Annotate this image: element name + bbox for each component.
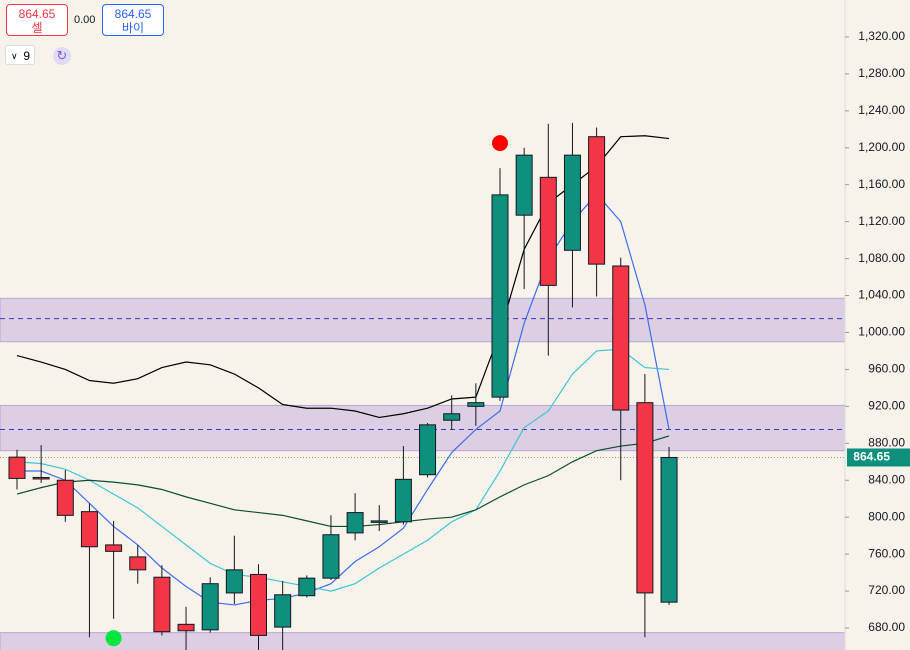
y-tick-label: 1,000.00 <box>858 325 905 339</box>
y-tick-label: 680.00 <box>868 620 905 634</box>
sell-button[interactable]: 864.65 셀 <box>6 4 68 36</box>
candle-body <box>32 476 50 480</box>
candle-body <box>105 544 123 552</box>
y-tick-label: 1,120.00 <box>858 214 905 228</box>
interval-dropdown[interactable]: ∨ 9 <box>5 45 35 65</box>
y-tick-label: 1,240.00 <box>858 103 905 117</box>
candle-body <box>177 623 195 632</box>
candle-body <box>153 576 171 633</box>
candle-body <box>539 176 557 286</box>
candle-body <box>467 402 485 407</box>
y-tick-label: 1,280.00 <box>858 66 905 80</box>
candle-body <box>80 511 98 548</box>
y-tick-label: 1,200.00 <box>858 140 905 154</box>
last-price-label: 864.65 <box>853 450 890 464</box>
buy-price: 864.65 <box>114 7 152 21</box>
sell-price: 864.65 <box>18 7 56 21</box>
candle-body <box>56 479 74 516</box>
y-tick-label: 880.00 <box>868 435 905 449</box>
candle-body <box>491 194 509 398</box>
signal-dot <box>105 630 122 647</box>
sell-label: 셀 <box>31 21 43 35</box>
y-tick-label: 920.00 <box>868 399 905 413</box>
y-tick-label: 800.00 <box>868 509 905 523</box>
y-tick-label: 720.00 <box>868 583 905 597</box>
candle-body <box>274 594 292 628</box>
y-tick-label: 1,040.00 <box>858 288 905 302</box>
candle-body <box>588 136 606 265</box>
candle-body <box>298 577 316 597</box>
zone <box>0 632 846 650</box>
candle-body <box>419 424 437 476</box>
zone <box>0 297 846 343</box>
spread: 0.00 <box>74 14 96 26</box>
candle-body <box>563 154 581 251</box>
candle-body <box>636 402 654 594</box>
candle-body <box>129 556 147 571</box>
candle-body <box>250 573 267 636</box>
candle-body <box>370 520 388 523</box>
indicator-line <box>16 348 670 592</box>
indicator-line <box>16 435 670 528</box>
y-tick-label: 1,160.00 <box>858 177 905 191</box>
candle-body <box>8 456 26 479</box>
candle-body <box>201 583 219 631</box>
interval-value: 9 <box>23 49 30 63</box>
candle-body <box>612 265 630 411</box>
candle-body <box>443 413 461 421</box>
y-tick-label: 1,080.00 <box>858 251 905 265</box>
y-tick-label: 960.00 <box>868 362 905 376</box>
candle-body <box>660 456 678 603</box>
candle-body <box>346 512 364 534</box>
buy-label: 바이 <box>121 21 145 35</box>
price-axis <box>845 0 910 650</box>
buy-button[interactable]: 864.65 바이 <box>102 4 164 36</box>
last-price-tag <box>847 448 910 467</box>
indicator-line <box>17 193 670 606</box>
signal-dot <box>492 135 508 152</box>
y-tick-label: 840.00 <box>868 472 905 486</box>
candle-body <box>322 534 340 579</box>
y-tick-label: 760.00 <box>868 546 905 560</box>
candle-body <box>394 478 412 523</box>
y-tick-label: 1,320.00 <box>858 29 905 43</box>
refresh-button[interactable]: ↻ <box>53 47 71 65</box>
candle-body <box>225 569 243 594</box>
indicator-line <box>16 135 670 419</box>
candle-body <box>515 154 533 216</box>
